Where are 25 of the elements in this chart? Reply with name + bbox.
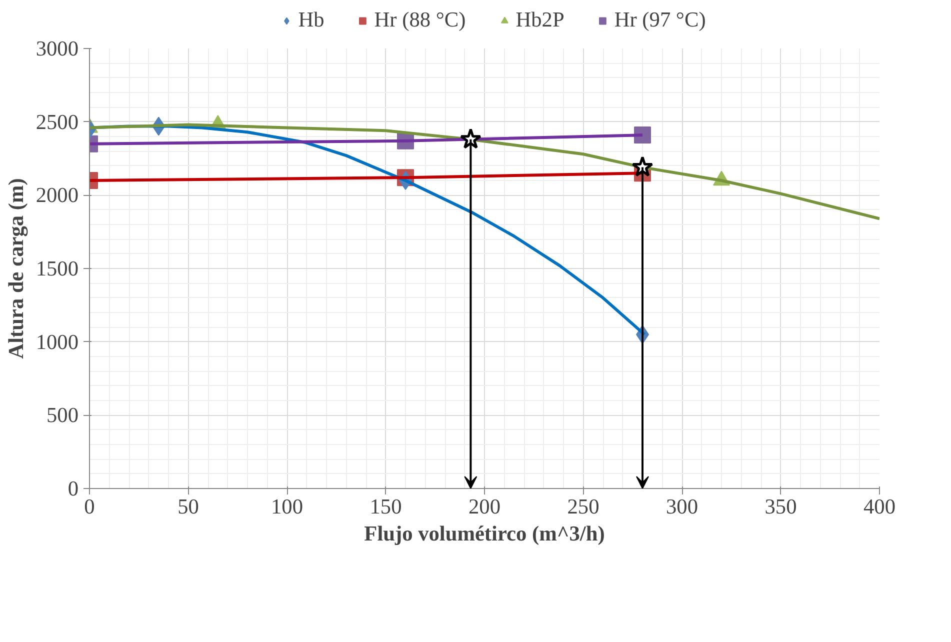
y-tick-label: 2500	[36, 110, 78, 134]
y-tick-label: 1000	[36, 330, 78, 354]
x-tick-label: 100	[271, 494, 304, 518]
x-tick-label: 150	[370, 494, 402, 518]
x-tick-label: 400	[864, 494, 896, 518]
x-tick-label: 300	[666, 494, 698, 518]
y-tick-label: 0	[68, 476, 79, 500]
x-tick-label: 0	[84, 494, 95, 518]
legend-label: Hr (97 °C)	[614, 8, 706, 32]
y-tick-label: 3000	[36, 36, 78, 60]
x-tick-label: 250	[567, 494, 600, 518]
x-tick-label: 50	[178, 494, 199, 518]
point	[632, 156, 654, 177]
y-axis-title: Altura de carga (m)	[4, 178, 28, 359]
legend-label: Hb	[298, 8, 324, 32]
y-tick-label: 500	[46, 403, 79, 428]
legend-label: Hr (88 °C)	[374, 8, 466, 32]
x-tick-label: 200	[468, 494, 501, 518]
legend-label: Hb2P	[516, 8, 564, 32]
x-tick-label: 350	[764, 494, 797, 518]
point	[634, 126, 651, 144]
y-tick-label: 2000	[36, 183, 78, 208]
x-axis-title: Flujo volumétirco (m^3/h)	[364, 522, 605, 546]
y-tick-label: 1500	[36, 256, 78, 280]
point	[460, 128, 482, 149]
